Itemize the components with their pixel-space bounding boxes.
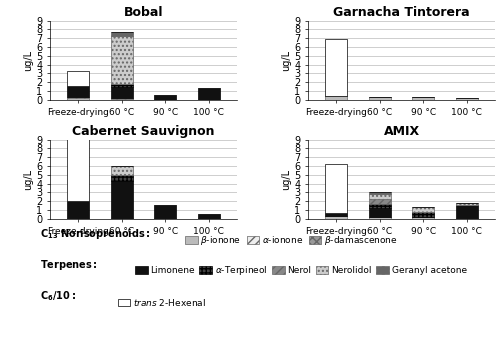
Bar <box>326 39 347 96</box>
Bar <box>369 194 390 199</box>
Legend: $\it{trans}$ 2-Hexenal: $\it{trans}$ 2-Hexenal <box>118 297 206 308</box>
Y-axis label: ug/L: ug/L <box>24 50 34 71</box>
Bar <box>111 218 132 219</box>
Legend: Limonene, $\alpha$-Terpineol, Nerol, Nerolidol, Geranyl acetone: Limonene, $\alpha$-Terpineol, Nerol, Ner… <box>135 264 466 277</box>
Y-axis label: ug/L: ug/L <box>282 169 292 190</box>
Title: AMIX: AMIX <box>384 126 420 139</box>
Bar <box>326 216 347 219</box>
Bar <box>154 218 176 219</box>
Title: Bobal: Bobal <box>124 6 163 19</box>
Bar <box>154 205 176 218</box>
Y-axis label: ug/L: ug/L <box>24 169 34 190</box>
Bar <box>111 181 132 218</box>
Bar <box>111 84 132 87</box>
Title: Garnacha Tintorera: Garnacha Tintorera <box>333 6 470 19</box>
Bar <box>68 86 89 97</box>
Bar <box>326 96 347 100</box>
Bar <box>111 166 132 175</box>
Bar <box>369 193 390 194</box>
Bar <box>68 98 89 100</box>
Bar <box>111 98 132 100</box>
Bar <box>198 88 220 100</box>
Bar <box>456 203 477 205</box>
Bar <box>111 36 132 84</box>
Bar <box>68 71 89 86</box>
Bar <box>198 218 220 219</box>
Bar <box>111 31 132 36</box>
Bar <box>68 126 89 201</box>
Bar <box>68 218 89 219</box>
Bar <box>369 97 390 100</box>
Bar <box>369 208 390 217</box>
Bar <box>456 218 477 219</box>
Bar <box>369 217 390 219</box>
Bar <box>68 201 89 218</box>
Y-axis label: ug/L: ug/L <box>282 50 292 71</box>
Legend: $\beta$-ionone, $\alpha$-ionone, $\beta$-damascenone: $\beta$-ionone, $\alpha$-ionone, $\beta$… <box>185 234 398 247</box>
Bar <box>369 199 390 204</box>
Bar <box>111 175 132 181</box>
Text: $\mathbf{Terpenes:}$: $\mathbf{Terpenes:}$ <box>40 258 98 272</box>
Bar <box>326 164 347 213</box>
Bar <box>412 212 434 217</box>
Bar <box>154 95 176 100</box>
Bar <box>456 98 477 100</box>
Bar <box>412 217 434 219</box>
Text: $\mathbf{C_6/10:}$: $\mathbf{C_6/10:}$ <box>40 289 76 303</box>
Bar <box>412 97 434 100</box>
Bar <box>111 87 132 98</box>
Bar <box>412 207 434 212</box>
Bar <box>198 214 220 218</box>
Bar <box>369 204 390 208</box>
Title: Cabernet Sauvignon: Cabernet Sauvignon <box>72 126 215 139</box>
Bar <box>326 213 347 216</box>
Text: $\mathbf{C_{13}}$ $\mathbf{Norisoprenoids:}$: $\mathbf{C_{13}}$ $\mathbf{Norisoprenoid… <box>40 227 150 241</box>
Bar <box>456 205 477 218</box>
Bar <box>68 97 89 98</box>
